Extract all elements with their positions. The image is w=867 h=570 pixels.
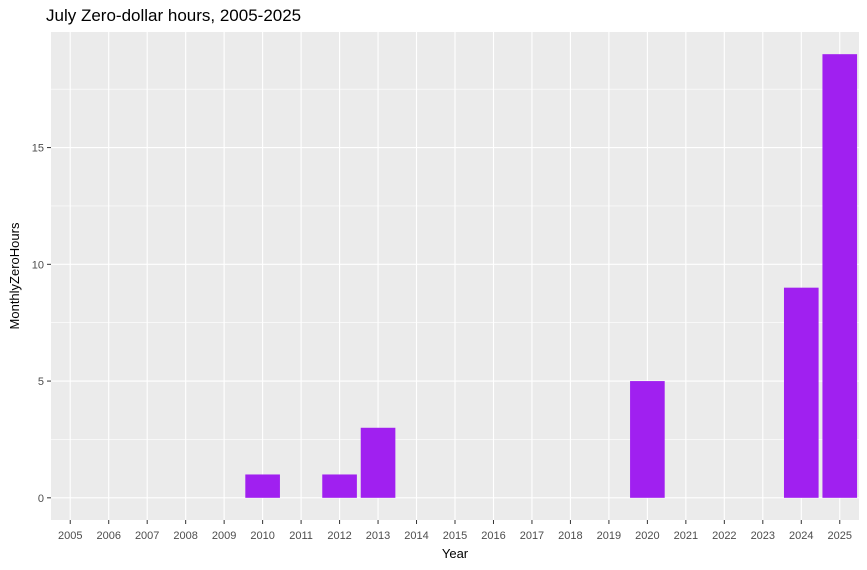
x-tick-label: 2007 [135, 530, 159, 542]
x-tick-label: 2022 [712, 530, 736, 542]
bars [245, 54, 858, 498]
x-axis-title: Year [442, 546, 469, 561]
x-tick-label: 2025 [828, 530, 852, 542]
bar-2013 [360, 427, 396, 498]
x-tick-label: 2024 [789, 530, 813, 542]
bar-2025 [822, 54, 858, 498]
bar-2024 [783, 287, 819, 498]
y-tick-label: 5 [38, 376, 44, 388]
x-tick-label: 2008 [173, 530, 197, 542]
y-axis: 0 5 10 15 [32, 143, 51, 505]
x-tick-label: 2023 [751, 530, 775, 542]
x-tick-label: 2019 [597, 530, 621, 542]
x-tick-label: 2016 [481, 530, 505, 542]
bar-2012 [322, 474, 357, 498]
bar-2020 [630, 381, 665, 498]
bar-2010 [245, 474, 280, 498]
chart-title: July Zero-dollar hours, 2005-2025 [46, 6, 302, 25]
x-tick-label: 2012 [327, 530, 351, 542]
x-tick-label: 2021 [674, 530, 698, 542]
x-tick-label: 2009 [212, 530, 236, 542]
x-tick-label: 2020 [635, 530, 659, 542]
x-axis: 2005 2006 2007 2008 2009 2010 2011 2012 2013 2014… [58, 520, 852, 542]
y-axis-title: MonthlyZeroHours [7, 222, 22, 329]
y-tick-label: 15 [32, 143, 44, 155]
x-tick-label: 2017 [520, 530, 544, 542]
x-tick-label: 2015 [443, 530, 467, 542]
x-tick-label: 2013 [366, 530, 390, 542]
x-tick-label: 2006 [96, 530, 120, 542]
y-tick-label: 0 [38, 493, 44, 505]
x-tick-label: 2005 [58, 530, 82, 542]
x-tick-label: 2014 [404, 530, 428, 542]
y-tick-label: 10 [32, 259, 44, 271]
x-tick-label: 2010 [250, 530, 274, 542]
major-gridlines [51, 32, 859, 520]
x-tick-label: 2018 [558, 530, 582, 542]
x-tick-label: 2011 [289, 530, 313, 542]
